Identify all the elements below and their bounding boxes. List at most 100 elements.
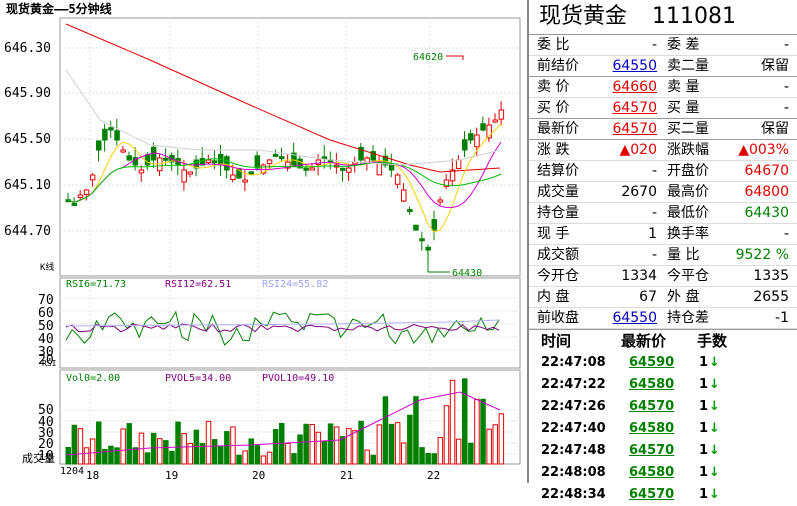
tick-time: 22:47:08 bbox=[541, 355, 606, 370]
quote-label: 内 盘 bbox=[537, 289, 570, 305]
candle-body bbox=[303, 167, 309, 171]
candle-body bbox=[138, 169, 145, 174]
pvol10-label: PVOL10=49.10 bbox=[262, 373, 334, 384]
low-marker: 64430 bbox=[452, 268, 482, 279]
quote-label: 卖 量 bbox=[667, 79, 700, 95]
pvol5-label: PVOL5=34.00 bbox=[165, 373, 231, 384]
quote-value: 67 bbox=[639, 289, 657, 305]
candle-body bbox=[370, 151, 376, 161]
tick-price: 64580 bbox=[629, 377, 675, 392]
down-arrow-icon: ↓ bbox=[709, 377, 720, 392]
kline-chart-svg[interactable]: 现货黄金——5分钟线 646.30 645.90 645.50 645.10 6… bbox=[0, 0, 527, 483]
kline-chart-area[interactable]: 现货黄金——5分钟线 646.30 645.90 645.50 645.10 6… bbox=[0, 0, 527, 483]
price-axis-labels: 646.30 645.90 645.50 645.10 644.70 bbox=[4, 41, 51, 239]
quote-row: 涨 跌 ▲020 涨跌幅 ▲003% bbox=[529, 140, 797, 161]
vol-tick: 50 bbox=[38, 403, 54, 418]
price-tick: 645.10 bbox=[4, 178, 51, 193]
quote-row: 最新价 64570 买二量 保留 bbox=[529, 119, 797, 140]
quote-label: 前结价 bbox=[537, 58, 579, 74]
quote-row: 内 盘 67 外 盘 2655 bbox=[529, 287, 797, 308]
volume-bar bbox=[254, 445, 261, 465]
volume-bar bbox=[431, 453, 437, 465]
volume-bar bbox=[272, 429, 279, 465]
tick-price: 64590 bbox=[629, 355, 675, 370]
quote-row: 买 价 64570 买 量 - bbox=[529, 98, 797, 119]
volume-bar bbox=[309, 424, 315, 465]
quote-value: - bbox=[651, 205, 657, 221]
quote-row: 现 手 1 换手率 - bbox=[529, 224, 797, 245]
candle-body bbox=[77, 194, 84, 199]
tick-volume: 1 bbox=[699, 465, 709, 480]
kline-label: K线 bbox=[40, 261, 54, 273]
quote-label: 买 量 bbox=[667, 100, 700, 116]
quote-value: 保留 bbox=[761, 58, 789, 74]
vol-tick: 30 bbox=[38, 426, 54, 441]
tick-volume: 1 bbox=[699, 421, 709, 436]
candle-body bbox=[144, 154, 151, 166]
ma-line bbox=[67, 123, 502, 233]
tick-row: 22:48:08 64580 1 ↓ bbox=[529, 462, 797, 484]
volume-bar bbox=[413, 396, 419, 465]
quote-row: 今开仓 1334 今平仓 1335 bbox=[529, 266, 797, 287]
rsi-tick: 40 bbox=[38, 332, 54, 347]
candle-body bbox=[266, 159, 273, 164]
volume-bar bbox=[114, 447, 120, 465]
volume-bar bbox=[492, 424, 498, 465]
candle-body bbox=[120, 149, 126, 153]
volume-bar bbox=[102, 448, 108, 465]
volume-bar bbox=[425, 452, 431, 465]
quote-value: -1 bbox=[775, 310, 789, 326]
down-arrow-icon: ↓ bbox=[709, 465, 720, 480]
high-marker: 64620 bbox=[413, 52, 443, 63]
candle-body bbox=[254, 155, 261, 169]
candle-body bbox=[297, 158, 303, 169]
candle-body bbox=[102, 128, 108, 141]
volume-bar bbox=[242, 450, 248, 465]
quote-row: 持仓量 - 最低价 64430 bbox=[529, 203, 797, 224]
quote-value: 9522 % bbox=[735, 247, 789, 263]
vol-tick: 20 bbox=[38, 437, 54, 452]
candle-body bbox=[163, 157, 169, 161]
quote-label: 委 差 bbox=[667, 37, 700, 53]
tick-row: 22:47:26 64570 1 ↓ bbox=[529, 396, 797, 418]
quote-value: 1 bbox=[648, 226, 657, 242]
tick-row: 22:47:22 64580 1 ↓ bbox=[529, 374, 797, 396]
candle-body bbox=[413, 224, 419, 231]
quote-value: - bbox=[783, 79, 789, 95]
tick-row: 22:47:40 64580 1 ↓ bbox=[529, 418, 797, 440]
quote-row: 成交额 - 量 比 9522 % bbox=[529, 245, 797, 266]
x-axis-labels: 1204 18 19 20 21 22 bbox=[60, 466, 440, 482]
tick-volume: 1 bbox=[699, 355, 709, 370]
price-tick: 645.50 bbox=[4, 132, 51, 147]
quote-label: 外 盘 bbox=[667, 289, 700, 305]
candle-body bbox=[462, 139, 468, 151]
volume-bar bbox=[443, 405, 450, 465]
quote-label: 成交量 bbox=[537, 184, 579, 200]
candle-body bbox=[498, 109, 505, 120]
tick-price: 64580 bbox=[629, 421, 675, 436]
volume-bar bbox=[394, 422, 401, 465]
quote-value: 64800 bbox=[744, 184, 789, 200]
candle-body bbox=[364, 157, 370, 163]
volume-bar bbox=[340, 436, 346, 465]
volume-bar bbox=[266, 451, 273, 465]
volume-axis-labels: 50 40 30 20 10 bbox=[38, 403, 54, 464]
volume-bar bbox=[187, 442, 193, 465]
quote-label: 量 比 bbox=[667, 247, 700, 263]
candle-body bbox=[449, 169, 456, 182]
candle-body bbox=[211, 160, 218, 164]
vol0-label: Vol0=2.00 bbox=[66, 373, 120, 384]
quote-value: ▲020 bbox=[619, 142, 658, 158]
quote-row: 成交量 2670 最高价 64800 bbox=[529, 182, 797, 203]
quote-label: 今开仓 bbox=[537, 268, 579, 284]
volume-bar bbox=[199, 442, 206, 465]
tick-time: 22:47:40 bbox=[541, 421, 606, 436]
candle-body bbox=[455, 159, 462, 169]
rsi6-line bbox=[65, 310, 500, 346]
candle-body bbox=[419, 238, 425, 242]
price-tick: 646.30 bbox=[4, 41, 51, 56]
volume-bar bbox=[150, 432, 157, 465]
rsi-tick: 60 bbox=[38, 306, 54, 321]
instrument-code: 111081 bbox=[652, 4, 736, 29]
volume-bar bbox=[352, 430, 358, 465]
